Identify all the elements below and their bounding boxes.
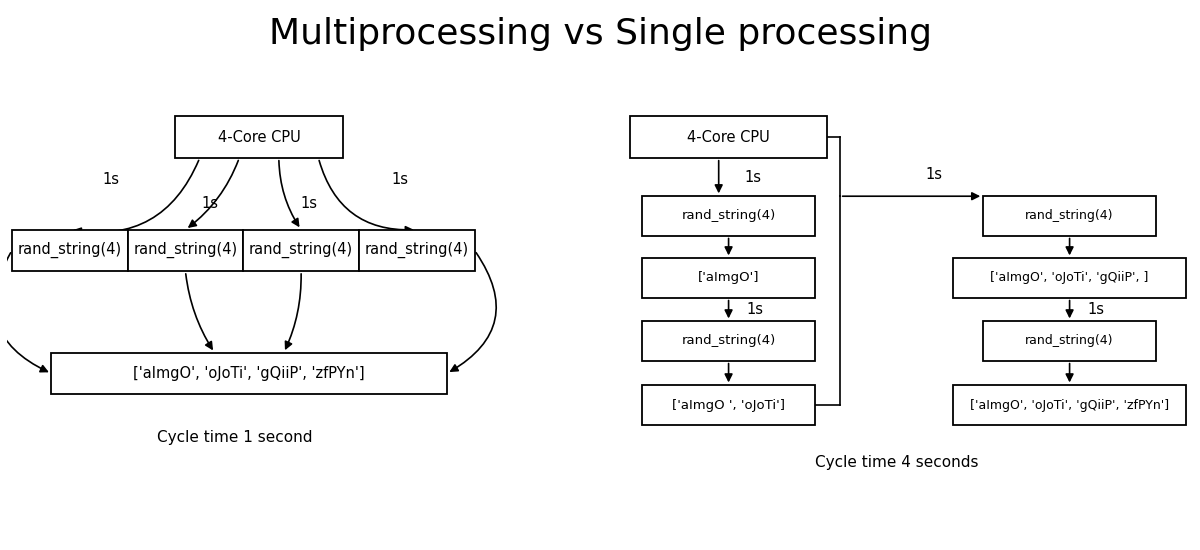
FancyArrowPatch shape: [278, 161, 299, 226]
FancyBboxPatch shape: [642, 321, 815, 361]
Text: rand_string(4): rand_string(4): [18, 243, 122, 258]
FancyArrowPatch shape: [0, 253, 47, 372]
Text: rand_string(4): rand_string(4): [682, 210, 775, 222]
Text: ['aImgO ', 'oJoTi']: ['aImgO ', 'oJoTi']: [672, 399, 785, 411]
Text: Multiprocessing vs Single processing: Multiprocessing vs Single processing: [269, 16, 931, 51]
FancyBboxPatch shape: [983, 196, 1156, 235]
Text: rand_string(4): rand_string(4): [250, 243, 353, 258]
Text: rand_string(4): rand_string(4): [133, 243, 238, 258]
Text: 1s: 1s: [300, 196, 317, 211]
Text: ['aImgO', 'oJoTi', 'gQiiP', 'zfPYn']: ['aImgO', 'oJoTi', 'gQiiP', 'zfPYn']: [133, 366, 365, 381]
FancyArrowPatch shape: [319, 161, 412, 233]
Text: 1s: 1s: [925, 167, 942, 182]
FancyBboxPatch shape: [954, 386, 1186, 425]
Text: 1s: 1s: [202, 196, 218, 211]
FancyArrowPatch shape: [286, 274, 301, 349]
Text: 1s: 1s: [746, 302, 763, 317]
FancyBboxPatch shape: [642, 196, 815, 235]
Text: 1s: 1s: [392, 172, 409, 187]
FancyArrowPatch shape: [190, 161, 239, 227]
FancyBboxPatch shape: [954, 258, 1186, 298]
Text: ['aImgO', 'oJoTi', 'gQiiP', 'zfPYn']: ['aImgO', 'oJoTi', 'gQiiP', 'zfPYn']: [970, 399, 1169, 411]
Text: 1s: 1s: [745, 169, 762, 184]
Text: ['aImgO']: ['aImgO']: [698, 272, 760, 284]
Text: 1s: 1s: [1087, 302, 1105, 317]
FancyBboxPatch shape: [359, 230, 474, 271]
FancyBboxPatch shape: [12, 230, 127, 271]
FancyBboxPatch shape: [244, 230, 359, 271]
FancyArrowPatch shape: [451, 252, 497, 371]
Text: 1s: 1s: [102, 172, 119, 187]
Text: rand_string(4): rand_string(4): [682, 334, 775, 348]
Text: 4-Core CPU: 4-Core CPU: [217, 130, 300, 145]
FancyBboxPatch shape: [127, 230, 244, 271]
FancyBboxPatch shape: [642, 258, 815, 298]
FancyArrowPatch shape: [74, 161, 199, 235]
Text: 4-Core CPU: 4-Core CPU: [688, 130, 770, 145]
Text: rand_string(4): rand_string(4): [1025, 210, 1114, 222]
FancyBboxPatch shape: [175, 117, 343, 158]
FancyBboxPatch shape: [630, 117, 828, 158]
Text: rand_string(4): rand_string(4): [365, 243, 469, 258]
FancyArrowPatch shape: [186, 274, 212, 349]
FancyBboxPatch shape: [983, 321, 1156, 361]
Text: rand_string(4): rand_string(4): [1025, 334, 1114, 348]
FancyBboxPatch shape: [642, 386, 815, 425]
FancyBboxPatch shape: [52, 353, 446, 394]
Text: ['aImgO', 'oJoTi', 'gQiiP', ]: ['aImgO', 'oJoTi', 'gQiiP', ]: [990, 272, 1148, 284]
Text: Cycle time 1 second: Cycle time 1 second: [157, 430, 312, 445]
Text: Cycle time 4 seconds: Cycle time 4 seconds: [815, 455, 978, 470]
